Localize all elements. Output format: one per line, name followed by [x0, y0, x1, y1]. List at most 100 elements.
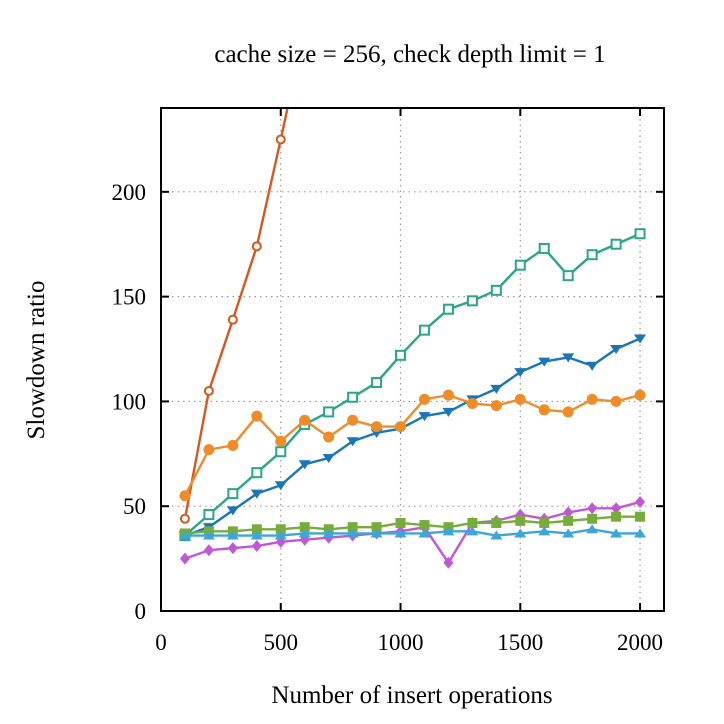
data-point — [202, 530, 215, 540]
data-point — [467, 517, 478, 528]
data-point — [275, 134, 286, 145]
series-line — [183, 108, 289, 520]
data-point — [395, 421, 407, 433]
data-point — [395, 517, 406, 528]
data-point — [490, 400, 502, 412]
data-point — [250, 530, 263, 540]
data-point — [491, 517, 502, 528]
data-point — [443, 556, 454, 569]
chart-title: cache size = 256, check depth limit = 1 — [214, 41, 605, 68]
data-point — [538, 242, 550, 254]
data-point — [634, 528, 647, 538]
data-point — [586, 249, 598, 261]
data-point — [562, 528, 575, 538]
data-point — [298, 460, 311, 470]
data-point — [563, 515, 574, 526]
data-point — [323, 406, 335, 418]
data-point — [466, 398, 478, 410]
data-point — [586, 393, 598, 405]
data-point — [562, 406, 574, 418]
data-point — [298, 528, 311, 538]
data-point — [587, 502, 598, 515]
data-point — [610, 238, 622, 250]
series-line — [184, 337, 641, 537]
data-point — [251, 241, 262, 252]
data-point — [251, 540, 262, 553]
data-point — [490, 384, 503, 394]
data-point — [346, 528, 359, 538]
data-point — [203, 509, 215, 521]
series-1 — [179, 24, 309, 524]
data-point — [562, 353, 575, 363]
data-point — [227, 542, 238, 555]
data-point — [418, 393, 430, 405]
data-point — [634, 228, 646, 240]
data-point — [227, 439, 239, 451]
data-point — [371, 522, 382, 533]
series-4 — [179, 389, 646, 502]
data-point — [227, 488, 239, 500]
data-point — [274, 530, 287, 540]
data-point — [301, 24, 309, 32]
data-point — [418, 324, 430, 336]
data-point — [419, 520, 430, 531]
data-point — [586, 524, 599, 534]
data-point — [538, 526, 551, 536]
data-point — [395, 349, 407, 361]
data-point — [442, 303, 454, 315]
x-tick-label: 0 — [155, 630, 167, 655]
series-2 — [179, 228, 646, 542]
data-point — [275, 446, 287, 458]
data-point — [611, 502, 622, 515]
plot-series — [178, 24, 647, 569]
series-3 — [178, 334, 647, 541]
data-point — [418, 528, 431, 538]
data-point — [251, 524, 262, 535]
data-point — [178, 530, 191, 540]
data-point — [634, 389, 646, 401]
data-point — [347, 522, 358, 533]
data-point — [538, 404, 550, 416]
y-tick-label: 50 — [123, 494, 146, 519]
data-point — [466, 526, 479, 536]
x-tick-label: 1000 — [378, 630, 424, 655]
x-axis-label: Number of insert operations — [271, 682, 552, 709]
series-7 — [178, 524, 647, 540]
data-point — [634, 334, 647, 344]
data-point — [418, 412, 431, 422]
y-tick-label: 100 — [112, 389, 147, 414]
data-point — [394, 528, 407, 538]
data-point — [610, 395, 622, 407]
data-point — [179, 490, 191, 502]
data-point — [251, 467, 263, 479]
data-point — [275, 435, 287, 447]
data-point — [539, 517, 550, 528]
series-line — [184, 528, 641, 537]
data-point — [227, 314, 238, 325]
data-point — [179, 513, 190, 524]
data-point — [347, 391, 359, 403]
data-point — [538, 357, 551, 367]
data-point — [322, 528, 335, 538]
data-point — [250, 489, 263, 499]
data-point — [371, 421, 383, 433]
data-point — [203, 544, 214, 557]
data-point — [514, 393, 526, 405]
data-point — [490, 530, 503, 540]
data-point — [203, 444, 215, 456]
data-point — [346, 437, 359, 447]
y-axis-label: Slowdown ratio — [23, 280, 50, 439]
data-point — [274, 481, 287, 491]
data-point — [299, 522, 310, 533]
data-point — [611, 511, 622, 522]
x-tick-label: 2000 — [617, 630, 663, 655]
x-tick-label: 500 — [264, 630, 299, 655]
data-point — [514, 528, 527, 538]
y-tick-label: 200 — [112, 180, 147, 205]
data-point — [323, 431, 335, 443]
data-point — [370, 528, 383, 538]
data-point — [466, 295, 478, 307]
data-point — [203, 385, 214, 396]
y-tick-label: 150 — [112, 285, 147, 310]
